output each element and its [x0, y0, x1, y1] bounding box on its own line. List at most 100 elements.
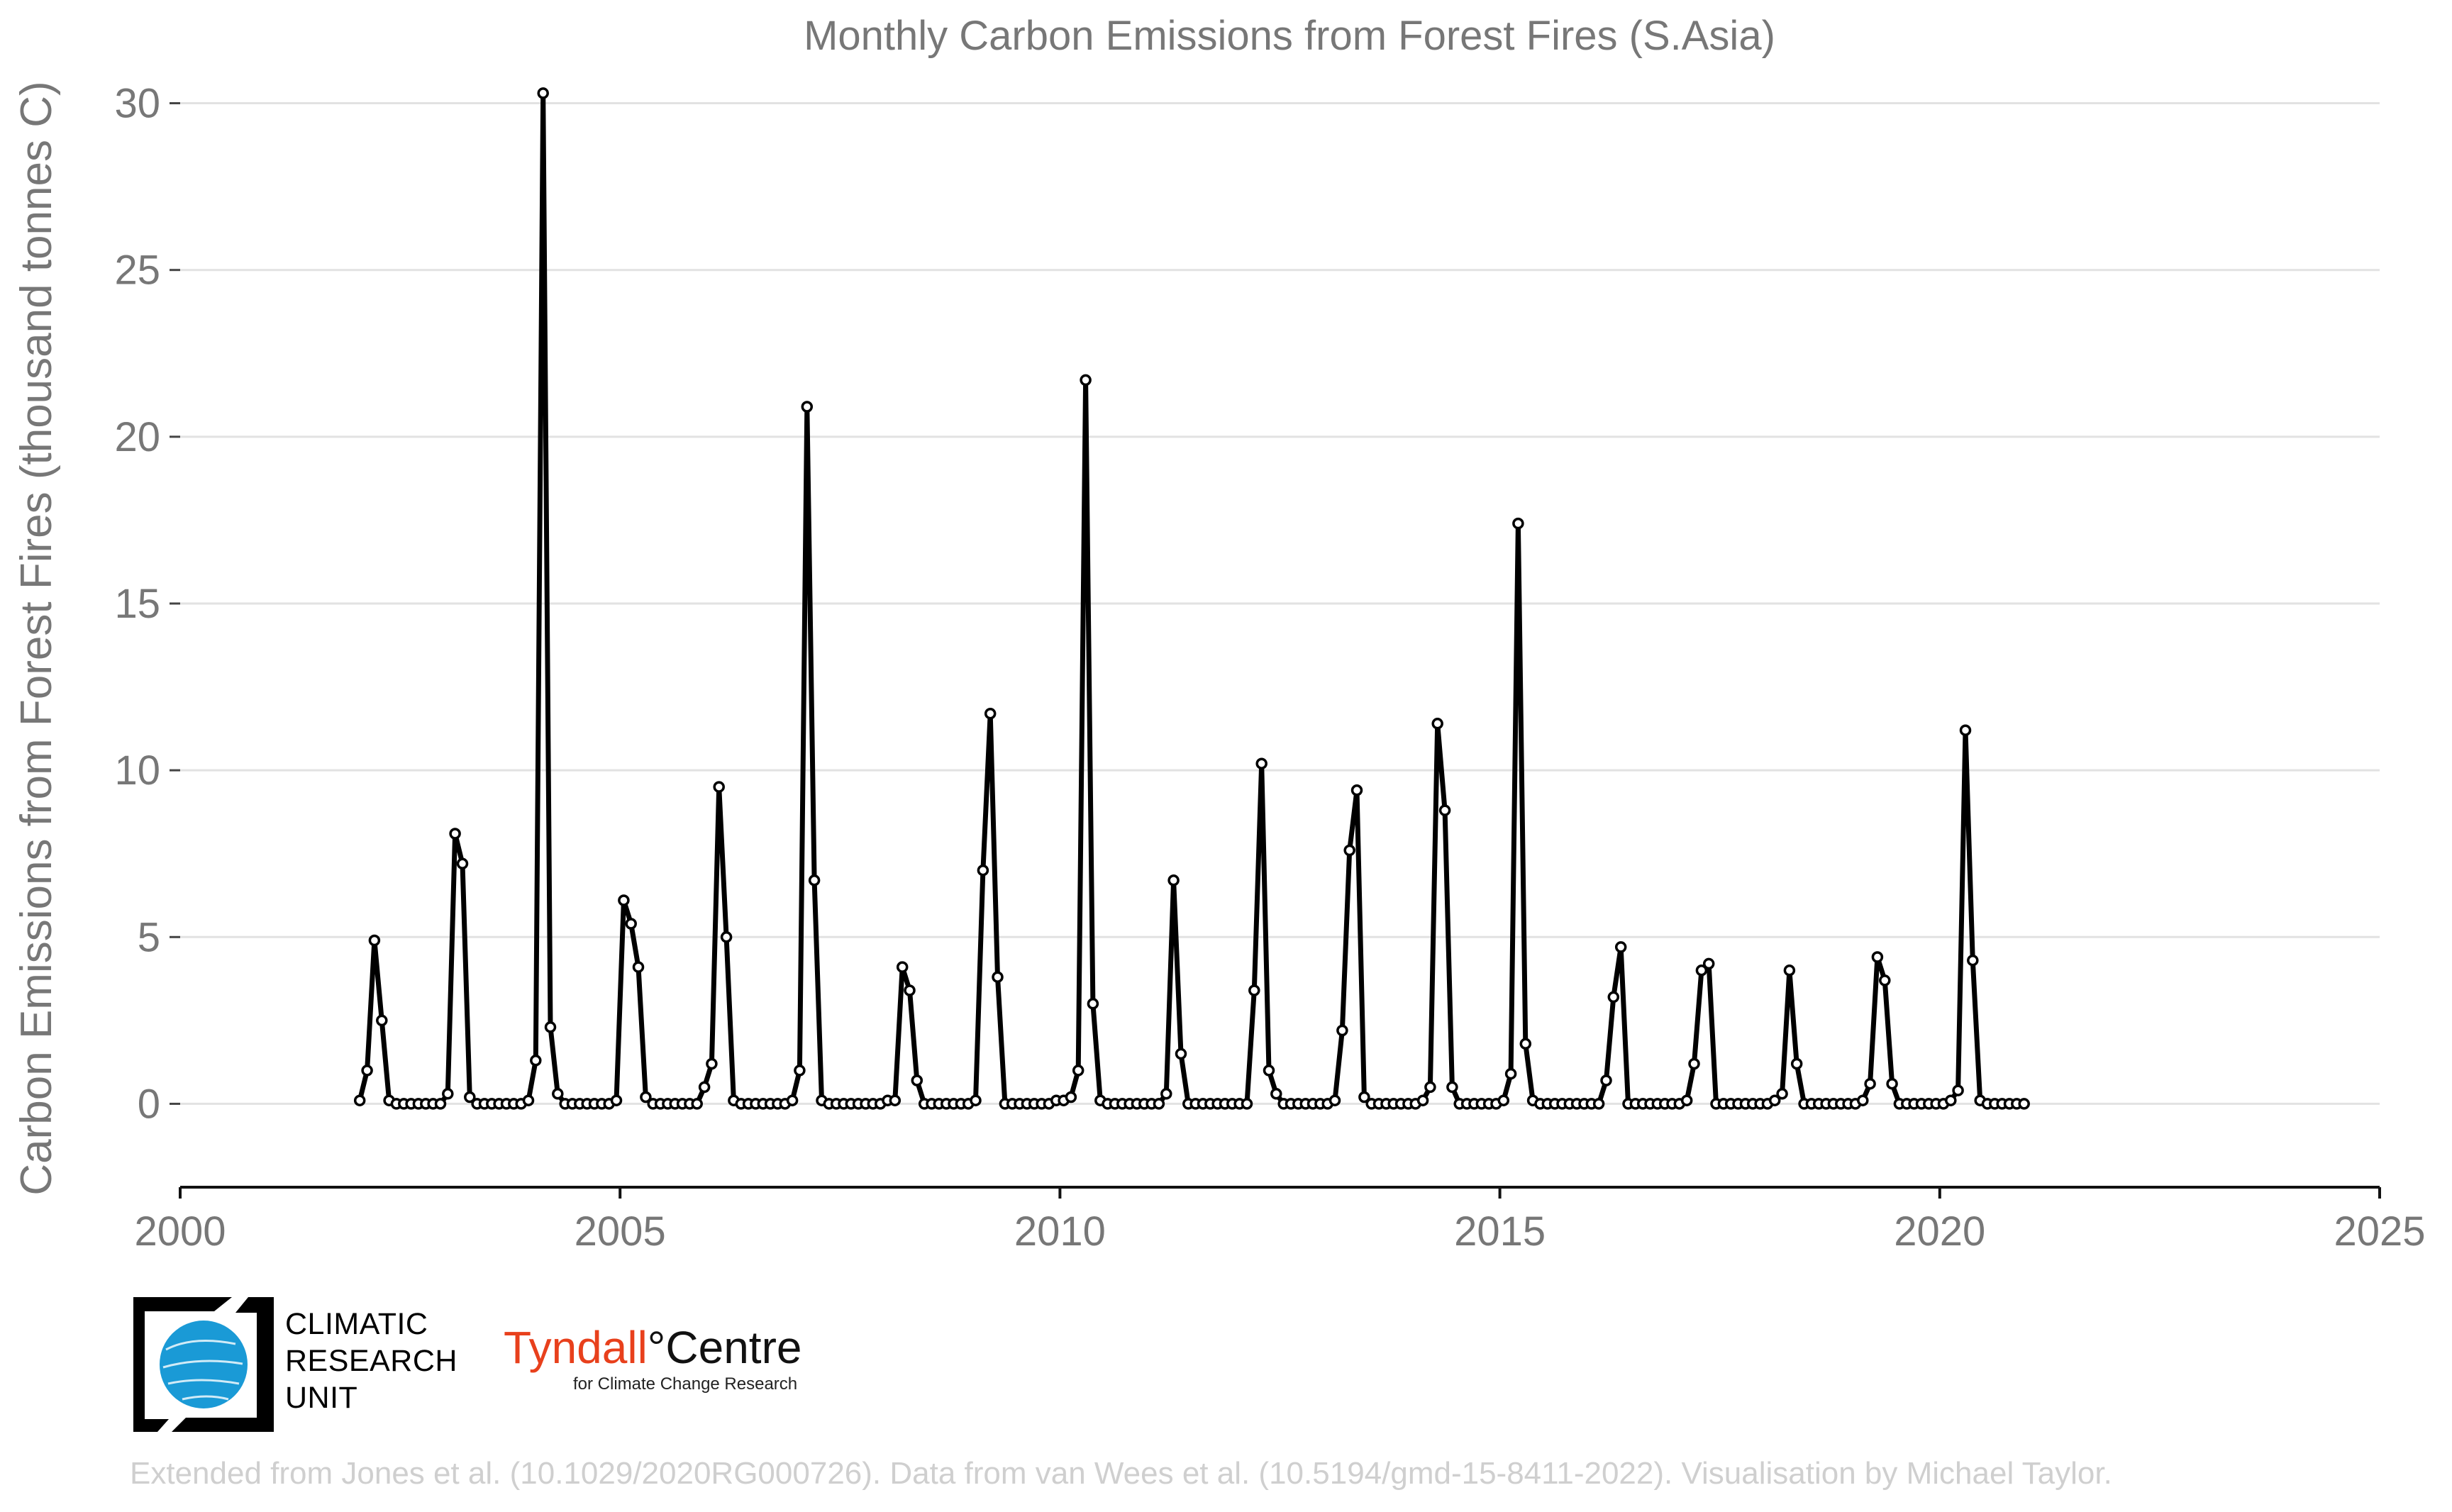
data-point: [1864, 1077, 1876, 1090]
data-point: [618, 894, 630, 906]
tyndall-name: Tyndall: [504, 1322, 648, 1373]
y-tick-label: 10: [114, 747, 160, 794]
x-tick-label: 2005: [575, 1208, 666, 1255]
data-point: [1072, 1064, 1084, 1077]
data-point: [625, 918, 637, 930]
data-point: [1504, 1067, 1517, 1080]
data-point: [896, 961, 909, 973]
y-tick-label: 15: [114, 581, 160, 627]
cru-text-line: UNIT: [285, 1381, 358, 1415]
y-tick-label: 0: [138, 1081, 160, 1127]
data-point: [977, 864, 989, 877]
data-point: [1607, 991, 1620, 1004]
data-point: [1519, 1038, 1532, 1050]
data-point: [442, 1088, 454, 1100]
x-axis-tick-labels: 2000 2005 2010 2015 2020 2025: [134, 1208, 2425, 1255]
gridlines: [180, 102, 2380, 1105]
data-point: [786, 1094, 799, 1106]
data-point: [1695, 965, 1708, 977]
x-tick-label: 2025: [2334, 1208, 2425, 1255]
data-point: [992, 971, 1004, 983]
data-point: [1783, 965, 1796, 977]
chart-title: Monthly Carbon Emissions from Forest Fir…: [804, 13, 1775, 59]
data-point: [522, 1094, 535, 1106]
data-point: [1688, 1057, 1700, 1070]
data-point: [1497, 1094, 1510, 1106]
data-point: [1350, 784, 1363, 796]
data-point: [2018, 1098, 2030, 1110]
data-point: [1879, 974, 1891, 986]
cru-logo: CLIMATIC RESEARCH UNIT: [129, 1293, 462, 1435]
y-tick-label: 5: [138, 914, 160, 960]
data-point: [1416, 1094, 1429, 1106]
data-point: [970, 1094, 982, 1106]
data-point: [1167, 874, 1180, 886]
data-point: [1446, 1081, 1458, 1094]
data-point: [1175, 1047, 1187, 1060]
data-point: [720, 931, 733, 943]
y-axis-label: Carbon Emissions from Forest Fires (thou…: [12, 81, 61, 1195]
x-tick-label: 2000: [134, 1208, 226, 1255]
data-point: [698, 1081, 711, 1094]
data-point: [1614, 941, 1627, 953]
data-point: [537, 87, 549, 99]
x-tick-label: 2020: [1894, 1208, 1985, 1255]
data-point: [632, 961, 645, 973]
data-point: [1241, 1098, 1253, 1110]
data-point: [1343, 844, 1355, 857]
data-point: [353, 1094, 366, 1106]
data-point: [1424, 1081, 1436, 1094]
data-point: [1160, 1088, 1172, 1100]
cru-text-line: RESEARCH: [285, 1344, 457, 1378]
tyndall-logo: Tyndall°Centre for Climate Change Resear…: [504, 1323, 823, 1401]
credit-line: Extended from Jones et al. (10.1029/2020…: [130, 1456, 2112, 1491]
y-tick-label: 20: [114, 414, 160, 460]
data-point: [1592, 1098, 1605, 1110]
data-point: [911, 1074, 923, 1086]
data-point: [640, 1091, 652, 1104]
tyndall-centre: °Centre: [647, 1322, 802, 1373]
x-tick-label: 2010: [1014, 1208, 1106, 1255]
data-point: [1255, 757, 1267, 769]
y-tick-label: 30: [114, 81, 160, 127]
data-point: [434, 1098, 447, 1110]
data-point: [1967, 954, 1979, 967]
data-point: [1087, 998, 1099, 1010]
data-point: [610, 1094, 623, 1106]
data-point: [376, 1014, 388, 1027]
data-point: [1438, 804, 1451, 816]
data-point: [691, 1098, 703, 1110]
data-point: [904, 984, 916, 996]
data-point: [801, 401, 814, 413]
cru-text-line: CLIMATIC: [285, 1307, 428, 1341]
data-point: [1358, 1091, 1370, 1104]
data-point: [1270, 1088, 1282, 1100]
data-point: [1776, 1088, 1788, 1100]
data-point: [1336, 1024, 1348, 1037]
data-point: [449, 828, 461, 840]
data-point: [544, 1021, 557, 1033]
data-point: [361, 1064, 373, 1077]
data-point: [889, 1094, 902, 1106]
data-point: [1065, 1091, 1077, 1104]
cru-globe-icon: [133, 1297, 274, 1432]
data-point: [464, 1091, 476, 1104]
data-point: [706, 1057, 718, 1070]
data-point: [1328, 1094, 1341, 1106]
data-point: [1857, 1094, 1869, 1106]
x-axis: [179, 1186, 2381, 1199]
y-tick-label: 25: [114, 248, 160, 294]
data-point: [1680, 1094, 1693, 1106]
data-point: [1945, 1094, 1957, 1106]
series-line: [357, 90, 2024, 1106]
data-point: [1153, 1098, 1165, 1110]
data-point: [1768, 1094, 1781, 1106]
data-point: [1080, 374, 1092, 387]
data-point: [1790, 1057, 1803, 1070]
data-point: [984, 707, 997, 720]
y-axis-tick-labels: 0 5 10 15 20 25 30: [114, 81, 180, 1127]
series-points: [353, 87, 2030, 1110]
data-point: [1959, 724, 1972, 736]
data-point: [1263, 1064, 1275, 1077]
